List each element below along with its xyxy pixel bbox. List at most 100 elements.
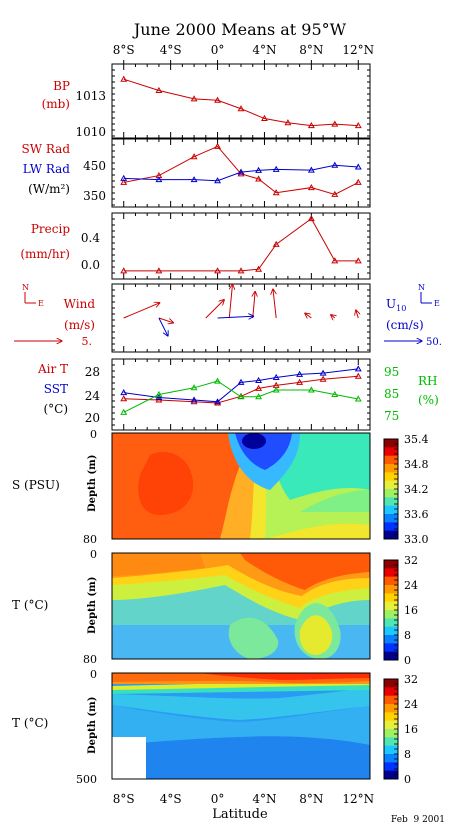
top-tick-label: 4°S [160, 43, 182, 57]
wind-vector [158, 317, 173, 323]
rh-point [155, 390, 163, 397]
salinity-label: S (PSU) [12, 478, 60, 492]
u10-unit: (cm/s) [386, 318, 424, 332]
salinity-colorbar-band [384, 489, 398, 498]
precip-point [272, 240, 280, 247]
t-shallow-colorbar [383, 559, 399, 661]
salinity-colorbar-band [384, 522, 398, 532]
lw-rad-label: LW Rad [23, 162, 71, 176]
wind-compass-left [24, 292, 36, 304]
t-deep-colorbar-band [384, 737, 398, 747]
lw-rad-point [354, 163, 362, 170]
t-shallow-colorbar-band [384, 593, 398, 603]
u10-compass-right-e: E [434, 299, 440, 308]
temp-ytick-28: 28 [85, 365, 100, 379]
wind-unit: (m/s) [64, 318, 95, 332]
rh-point [307, 386, 315, 393]
lw-rad-point [120, 174, 128, 181]
t-deep-colorbar [383, 678, 399, 780]
t-deep-colorbar-ticks: 32 24 16 8 0 [404, 673, 418, 786]
t-deep-colorbar-tick-label: 32 [404, 673, 418, 686]
precip-point [255, 265, 263, 272]
t-deep-colorbar-band [384, 687, 398, 697]
salinity-colorbar-band [384, 497, 398, 507]
sw-rad-label: SW Rad [21, 142, 70, 156]
rh-label: RH [418, 374, 438, 388]
rh-point [237, 393, 245, 400]
bp-series [120, 75, 362, 129]
sw-rad-line [123, 145, 359, 195]
bottom-tick-label: 4°N [252, 792, 276, 806]
rad-series [120, 142, 362, 197]
t-deep-colorbar-band [384, 679, 398, 688]
t-deep-colorbar-band [384, 729, 398, 738]
t-shallow-colorbar-tick-label: 8 [404, 629, 411, 642]
lw-rad-point [190, 176, 198, 183]
top-tick-label: 12°N [342, 43, 374, 57]
bp-series-point [354, 121, 362, 129]
t-shallow-colorbar-tick-label: 16 [404, 604, 418, 617]
u10-compass-right [420, 292, 432, 304]
t-deep-panel: T (°C) Depth (m) 0 500 32 24 16 8 0 [12, 668, 418, 786]
t-deep-colorbar-band [384, 770, 398, 780]
u10-vector [217, 316, 254, 318]
temp-unit: (°C) [43, 402, 68, 416]
sst-label: SST [44, 382, 68, 396]
rh-point [120, 408, 128, 415]
bp-series-point [190, 95, 198, 102]
sst-point [237, 378, 245, 385]
t-shallow-colorbar-band [384, 560, 398, 569]
u10-vector [158, 317, 168, 336]
precip-ytick-0.0: 0.0 [81, 258, 100, 272]
wind-vector [356, 310, 358, 319]
precip-series [120, 215, 362, 274]
precip-point [307, 215, 315, 222]
wind-vector [123, 303, 160, 319]
bp-panel: BP (mb) 1013 1010 [42, 75, 362, 139]
t-shallow-colorbar-band [384, 618, 398, 628]
t-shallow-colorbar-band [384, 585, 398, 594]
t-shallow-colorbar-band [384, 626, 398, 636]
top-tick-label: 0° [211, 43, 225, 57]
t-shallow-colorbar-ticks: 32 24 16 8 0 [404, 554, 418, 667]
salinity-colorbar-tick-label: 33.0 [404, 533, 429, 546]
temp-ytick-20: 20 [85, 411, 100, 425]
t-deep-colorbar-tick-label: 0 [404, 773, 411, 786]
precip-line [123, 217, 359, 272]
bottom-tick-label: 12°N [342, 792, 374, 806]
bottom-tick-label: 8°S [113, 792, 135, 806]
sw-rad-point [307, 183, 315, 191]
t-shallow-colorbar-band [384, 568, 398, 578]
t-shallow-colorbar-tick-label: 24 [404, 579, 418, 592]
sst-point [214, 398, 222, 405]
t-deep-colorbar-tick-label: 24 [404, 698, 418, 711]
wind-scale-label: 5. [82, 335, 93, 348]
t-shallow-colorbar-band [384, 601, 398, 611]
wind-frame [111, 283, 371, 353]
temp-ytick-24: 24 [85, 389, 101, 403]
salinity-colorbar-band [384, 530, 398, 540]
t-deep-ytick-500: 500 [76, 773, 97, 786]
air-t-point [296, 378, 304, 385]
sw-rad-point [214, 142, 222, 149]
salinity-depth-label: Depth (m) [87, 455, 98, 512]
salinity-colorbar-tick-label: 34.8 [404, 458, 429, 471]
t-deep-ytick-0: 0 [90, 668, 97, 681]
salinity-ytick-0: 0 [90, 428, 97, 441]
air-t-point [319, 375, 327, 382]
precip-ytick-0.4: 0.4 [81, 231, 100, 245]
sst-point [296, 370, 304, 377]
sst-line [123, 368, 359, 403]
u10-label-sub: 10 [396, 304, 406, 313]
sst-point [155, 393, 163, 401]
top-tick-label: 4°N [252, 43, 276, 57]
t-shallow-colorbar-band [384, 651, 398, 661]
precip-point [237, 267, 245, 274]
t-deep-colorbar-band [384, 762, 398, 772]
wind-vector [253, 292, 255, 319]
wind-label: Wind [64, 297, 96, 311]
t-deep-depth-label: Depth (m) [87, 697, 98, 754]
top-tick-label: 8°N [299, 43, 323, 57]
lw-rad-line [123, 164, 359, 182]
rh-tick-95: 95 [384, 365, 399, 379]
